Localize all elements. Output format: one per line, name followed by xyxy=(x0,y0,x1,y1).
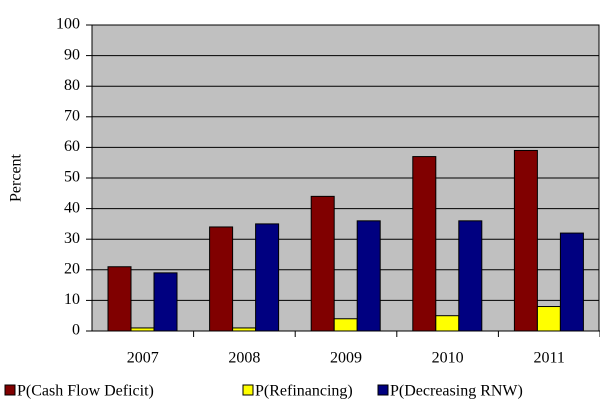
bar xyxy=(107,266,132,332)
bar xyxy=(458,220,483,332)
y-tick-label: 100 xyxy=(56,16,80,33)
legend-label: P(Refinancing) xyxy=(255,383,353,400)
bar xyxy=(559,232,584,332)
bar xyxy=(333,318,358,332)
bar xyxy=(255,223,280,332)
bar xyxy=(209,226,234,332)
legend-label: P(Decreasing RNW) xyxy=(390,383,523,400)
y-tick-label: 60 xyxy=(64,138,80,155)
bar xyxy=(356,220,381,332)
bar xyxy=(412,156,437,332)
y-tick-label: 0 xyxy=(72,322,80,339)
y-tick-label: 70 xyxy=(64,107,80,124)
legend-swatch xyxy=(377,384,389,396)
y-tick-label: 20 xyxy=(64,260,80,277)
bar xyxy=(310,195,335,332)
y-tick-label: 50 xyxy=(64,169,80,186)
legend-swatch xyxy=(242,384,254,396)
y-tick-label: 40 xyxy=(64,199,80,216)
bar xyxy=(435,315,460,332)
x-tick-label: 2007 xyxy=(127,350,159,367)
x-tick-label: 2009 xyxy=(330,350,362,367)
bar xyxy=(513,149,538,332)
x-tick-label: 2010 xyxy=(432,350,464,367)
y-axis-label: Percent xyxy=(8,153,25,202)
y-tick-label: 10 xyxy=(64,291,80,308)
x-tick-label: 2008 xyxy=(228,350,260,367)
y-tick-label: 30 xyxy=(64,230,80,247)
y-tick-label: 90 xyxy=(64,46,80,63)
y-tick-label: 80 xyxy=(64,77,80,94)
x-tick-label: 2011 xyxy=(533,350,564,367)
bar xyxy=(153,272,178,332)
bar xyxy=(536,306,561,332)
legend-label: P(Cash Flow Deficit) xyxy=(17,383,154,400)
legend-swatch xyxy=(4,384,16,396)
